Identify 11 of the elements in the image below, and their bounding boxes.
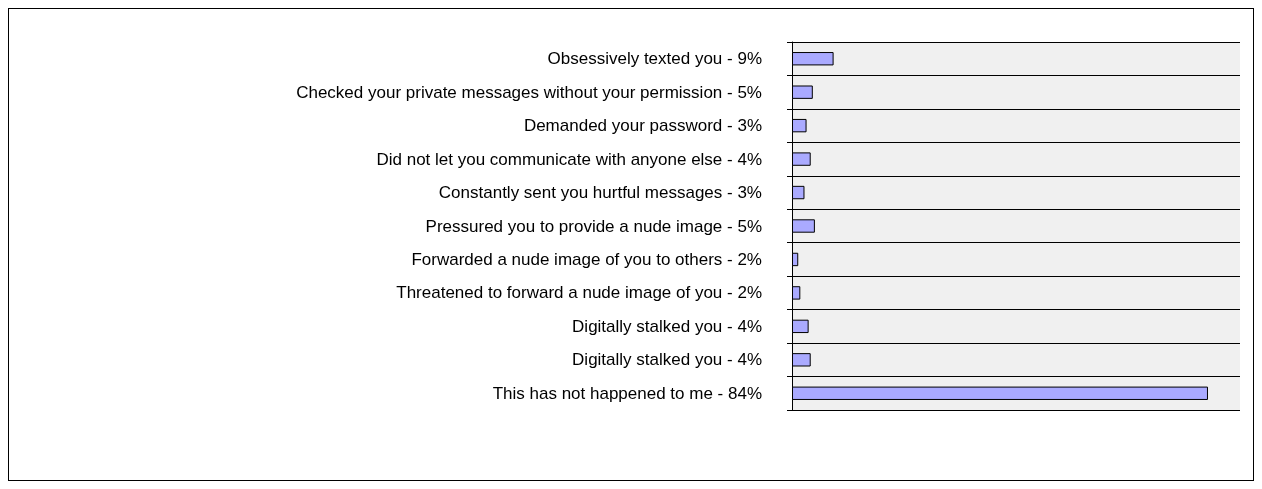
y-tick-label: Did not let you communicate with anyone else - 4% xyxy=(376,149,762,169)
y-tick-label: Demanded your password - 3% xyxy=(523,116,762,136)
y-tick-label: Forwarded a nude image of you to others - 2% xyxy=(411,249,762,269)
y-tick-label: Digitally stalked you - 4% xyxy=(572,316,762,336)
y-tick-label: Pressured you to provide a nude image - 5% xyxy=(425,216,762,236)
y-tick-label: Obsessively texted you - 9% xyxy=(547,49,762,69)
y-tick-label: Digitally stalked you - 4% xyxy=(572,350,762,370)
y-tick-label: Constantly sent you hurtful messages - 3% xyxy=(438,183,762,203)
y-tick-label: Checked your private messages without your permission - 5% xyxy=(296,82,762,102)
y-tick-label: Threatened to forward a nude image of you - 2% xyxy=(396,283,762,303)
y-tick-label: This has not happened to me - 84% xyxy=(492,383,762,403)
